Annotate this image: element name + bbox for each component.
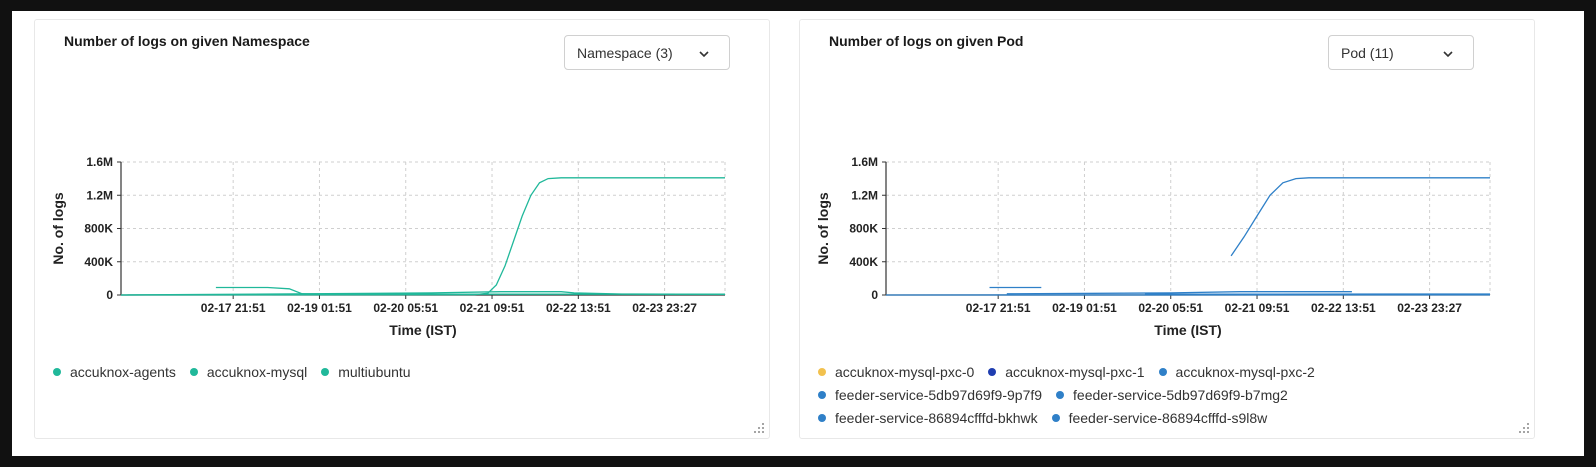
resize-handle-icon[interactable] [753, 422, 765, 434]
resize-handle-icon[interactable] [1518, 422, 1530, 434]
y-axis-title: No. of logs [815, 192, 831, 265]
pod-filter-dropdown[interactable]: Pod (11) [1328, 35, 1474, 70]
panel-title: Number of logs on given Namespace [64, 33, 310, 49]
pod-logs-chart: 0 400K 800K 1.2M 1.6M 02-17 21:51 02-19 01:51 0… [815, 155, 1491, 338]
legend-item[interactable]: feeder-service-86894cfffd-bkhwk [818, 410, 1038, 426]
legend-item[interactable]: accuknox-mysql-pxc-0 [818, 364, 974, 380]
panel-title: Number of logs on given Pod [829, 33, 1024, 49]
legend-dot-icon [321, 368, 330, 377]
dashboard-stage: Number of logs on given Namespace Namesp… [12, 11, 1584, 456]
legend-dot-icon [189, 368, 198, 377]
y-tick-label: 800K [84, 222, 113, 236]
namespace-logs-chart: 0 400K 800K 1.2M 1.6M 02-17 21:51 02-19 01:51 0… [50, 155, 726, 338]
legend-label: multiubuntu [338, 364, 411, 380]
chevron-down-icon [1443, 51, 1453, 58]
x-tick-label: 02-20 05:51 [1138, 301, 1203, 315]
legend-dot-icon [818, 414, 826, 423]
x-tick-label: 02-21 09:51 [460, 301, 525, 315]
x-tick-label: 02-23 23:27 [1397, 301, 1462, 315]
legend-label: feeder-service-86894cfffd-bkhwk [835, 410, 1038, 426]
y-axis-title: No. of logs [50, 192, 66, 265]
legend-item[interactable]: feeder-service-86894cfffd-s9l8w [1051, 410, 1268, 426]
legend-item[interactable]: accuknox-mysql-pxc-2 [1158, 364, 1315, 380]
namespace-logs-panel: Number of logs on given Namespace Namesp… [34, 19, 770, 439]
legend-label: accuknox-mysql-pxc-0 [835, 364, 975, 380]
legend-item[interactable]: multiubuntu [321, 364, 411, 380]
legend-dot-icon [988, 368, 997, 377]
x-tick-label: 02-21 09:51 [1225, 301, 1290, 315]
legend-dot-icon [818, 368, 826, 377]
chevron-down-icon [699, 51, 709, 58]
x-axis-title: Time (IST) [1154, 322, 1221, 338]
dropdown-label: Namespace (3) [577, 45, 673, 61]
legend-label: feeder-service-5db97d69f9-b7mg2 [1073, 387, 1288, 403]
legend-dot-icon [818, 391, 826, 400]
legend-label: feeder-service-5db97d69f9-9p7f9 [835, 387, 1043, 403]
y-tick-label: 1.6M [86, 155, 113, 169]
series-line-multiubuntu[interactable] [120, 177, 725, 296]
series-line-feeder-service-5db97d69f9-b7mg2[interactable] [1230, 177, 1490, 257]
y-tick-label: 1.2M [86, 188, 113, 202]
y-tick-label: 0 [106, 288, 113, 302]
legend-row: feeder-service-86894cfffd-bkhwk feeder-se… [818, 410, 1518, 433]
y-tick-label: 800K [849, 222, 878, 236]
legend-item[interactable]: feeder-service-5db97d69f9-9p7f9 [818, 387, 1042, 403]
pod-logs-panel: Number of logs on given Pod Pod (11) 0 40… [799, 19, 1535, 439]
x-tick-label: 02-23 23:27 [632, 301, 697, 315]
x-axis-title: Time (IST) [389, 322, 456, 338]
legend-item[interactable]: accuknox-mysql-pxc-1 [988, 364, 1145, 380]
x-tick-label: 02-20 05:51 [373, 301, 438, 315]
y-tick-label: 0 [871, 288, 878, 302]
x-tick-label: 02-17 21:51 [966, 301, 1031, 315]
legend-dot-icon [53, 368, 61, 377]
legend-dot-icon [1056, 391, 1065, 400]
legend-item[interactable]: accuknox-mysql [189, 364, 308, 380]
x-tick-label: 02-22 13:51 [1311, 301, 1376, 315]
legend-dot-icon [1158, 368, 1167, 377]
series-line-accuknox-mysql[interactable] [120, 291, 726, 296]
legend-row: feeder-service-5db97d69f9-9p7f9 feeder-se… [818, 387, 1518, 410]
x-tick-label: 02-19 01:51 [1052, 301, 1117, 315]
legend-label: accuknox-mysql-pxc-2 [1175, 364, 1315, 380]
legend-row: accuknox-mysql-pxc-0 accuknox-mysql-pxc-1… [818, 364, 1518, 387]
legend-label: accuknox-mysql [206, 364, 308, 380]
legend-row: accuknox-agents accuknox-mysql multiubuntu [53, 364, 753, 387]
legend-label: feeder-service-86894cfffd-s9l8w [1068, 410, 1268, 426]
chart-legend: accuknox-mysql-pxc-0 accuknox-mysql-pxc-1… [818, 364, 1518, 433]
y-tick-label: 1.2M [851, 188, 878, 202]
x-tick-label: 02-19 01:51 [287, 301, 352, 315]
legend-dot-icon [1051, 414, 1060, 423]
series-line-feeder-service-5db97d69f9-9p7f9[interactable] [1006, 291, 1352, 295]
legend-label: accuknox-mysql-pxc-1 [1005, 364, 1145, 380]
legend-item[interactable]: accuknox-agents [53, 364, 176, 380]
chart-legend: accuknox-agents accuknox-mysql multiubuntu [53, 364, 753, 387]
dropdown-label: Pod (11) [1341, 45, 1394, 61]
legend-item[interactable]: feeder-service-5db97d69f9-b7mg2 [1056, 387, 1288, 403]
legend-label: accuknox-agents [70, 364, 176, 380]
x-tick-label: 02-17 21:51 [201, 301, 266, 315]
x-tick-label: 02-22 13:51 [546, 301, 611, 315]
namespace-filter-dropdown[interactable]: Namespace (3) [564, 35, 730, 70]
y-tick-label: 400K [84, 255, 113, 269]
y-tick-label: 1.6M [851, 155, 878, 169]
y-tick-label: 400K [849, 255, 878, 269]
